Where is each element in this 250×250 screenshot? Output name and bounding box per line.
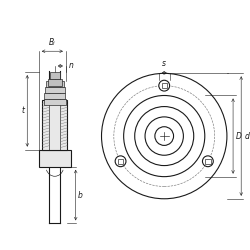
Text: Bᵢ: Bᵢ (49, 38, 56, 47)
Bar (162, 83, 167, 88)
Bar (50, 72, 59, 79)
Text: t: t (21, 106, 24, 115)
Bar (48, 79, 62, 86)
Text: n: n (69, 62, 74, 70)
Text: D: D (236, 132, 242, 140)
Bar (118, 158, 123, 164)
Bar (42, 100, 67, 150)
Bar (44, 99, 66, 105)
Circle shape (159, 80, 170, 91)
Bar (45, 87, 64, 93)
Text: d: d (245, 132, 250, 140)
Circle shape (115, 156, 126, 167)
Bar (205, 158, 210, 164)
Text: s: s (162, 60, 166, 68)
Bar (39, 150, 71, 167)
Bar (46, 81, 64, 87)
Circle shape (202, 156, 213, 167)
Bar (44, 93, 65, 99)
Text: b: b (78, 190, 82, 200)
